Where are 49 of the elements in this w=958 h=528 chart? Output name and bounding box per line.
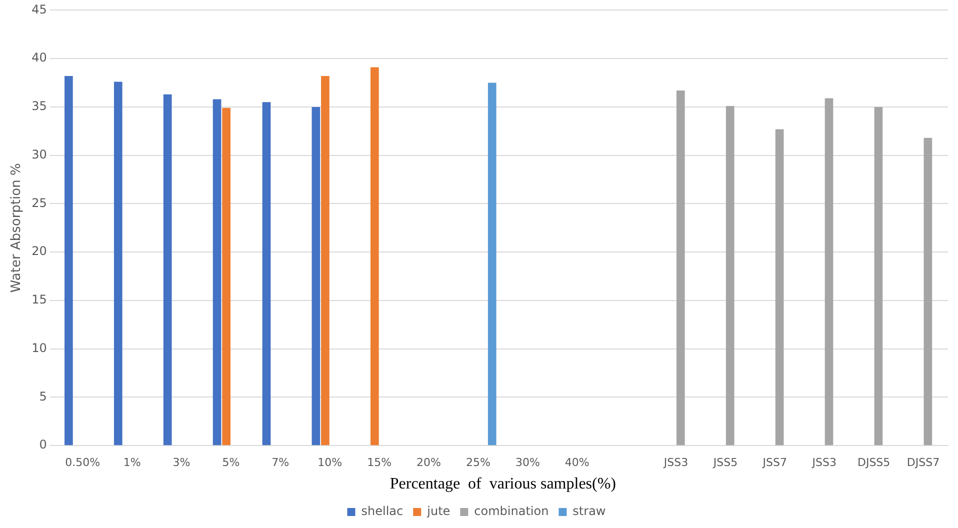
- bar: [775, 129, 784, 446]
- x-tick-label: 7%: [272, 456, 290, 470]
- bar: [163, 94, 172, 446]
- y-tick-label: 30: [32, 147, 47, 162]
- y-tick-label: 15: [32, 292, 47, 307]
- y-tick-label: 35: [32, 99, 47, 114]
- x-tick-label: 15%: [367, 456, 392, 470]
- x-tick-label: JSS3: [662, 456, 688, 470]
- y-tick-label: 40: [32, 50, 47, 65]
- x-tick-label: 1%: [123, 456, 141, 470]
- bar: [924, 138, 932, 446]
- y-tick-label: 5: [39, 389, 47, 404]
- x-tick-label: 3%: [172, 456, 190, 470]
- bar: [114, 82, 122, 446]
- x-tick-label: 0.50%: [65, 456, 100, 470]
- x-tick-label: 5%: [222, 456, 240, 470]
- x-tick-label: 10%: [318, 456, 342, 470]
- bar: [874, 106, 883, 446]
- legend-label: combination: [474, 504, 549, 518]
- bar: [488, 82, 496, 446]
- y-tick-label: 25: [32, 196, 47, 210]
- x-tick-label: DJSS7: [906, 456, 940, 470]
- x-tick-label: 40%: [564, 456, 590, 470]
- y-axis-title: Water Absorption %: [9, 163, 24, 293]
- legend-label: jute: [426, 504, 450, 518]
- x-tick-label: JSS5: [712, 456, 738, 470]
- y-tick-label: 45: [32, 2, 47, 16]
- bar: [321, 76, 330, 446]
- x-tick-label: DJSS5: [857, 456, 890, 470]
- y-tick-label: 0: [39, 438, 47, 452]
- bar: [222, 108, 230, 446]
- y-tick-label: 20: [32, 244, 47, 258]
- bar: [726, 106, 734, 446]
- x-tick-label: 25%: [466, 456, 490, 470]
- x-tick-label: JSS7: [762, 456, 788, 470]
- x-tick-label: 20%: [416, 456, 441, 470]
- bar: [676, 90, 685, 446]
- bar: [212, 99, 222, 446]
- bar: [824, 98, 834, 446]
- bar: [262, 102, 271, 446]
- x-tick-label: JSS3: [811, 456, 836, 470]
- x-tick-label: 30%: [515, 456, 540, 470]
- bar: [312, 106, 320, 446]
- bar: [64, 76, 73, 446]
- x-axis-title: Percentage of various samples(%): [390, 476, 616, 493]
- legend-label: shellac: [361, 504, 404, 518]
- bar: [370, 67, 379, 446]
- y-tick-label: 10: [32, 340, 47, 355]
- legend-label: straw: [572, 504, 606, 518]
